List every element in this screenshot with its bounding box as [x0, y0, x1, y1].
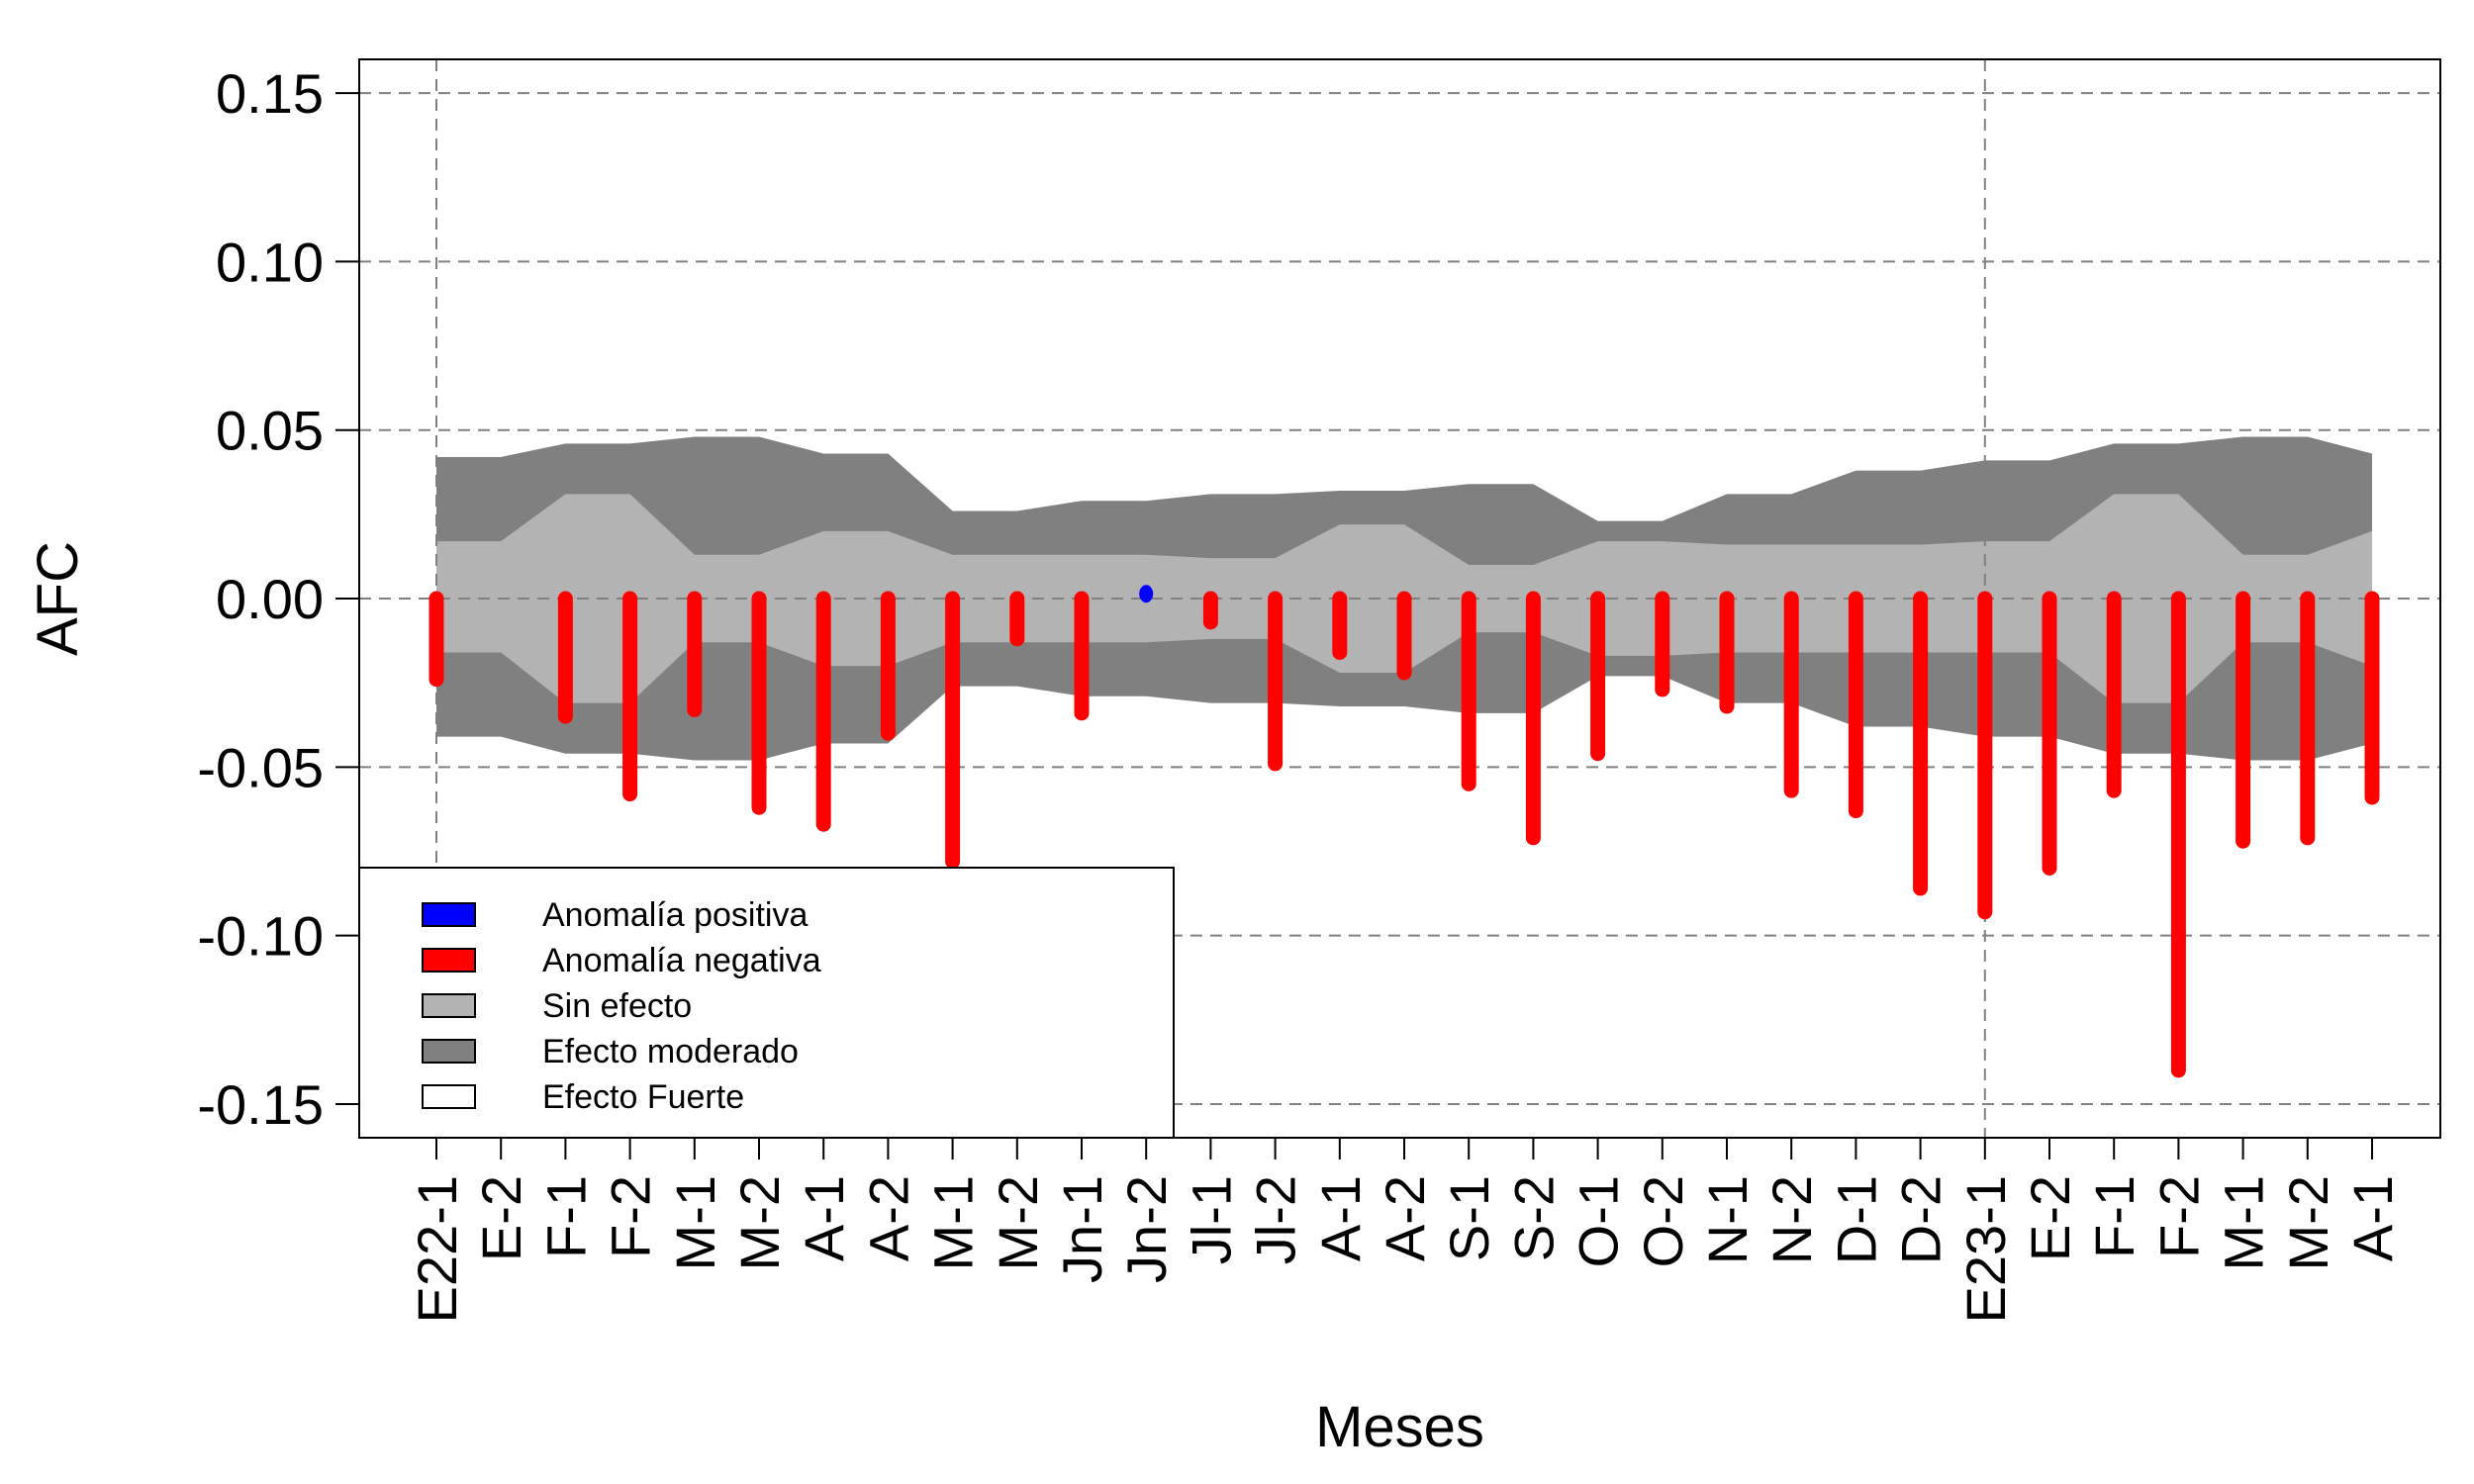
x-tick-label: M-2	[728, 1175, 791, 1270]
x-tick-label: M-2	[987, 1175, 1049, 1270]
x-tick-label: A-1	[2341, 1175, 2404, 1261]
afc-bars	[428, 585, 2380, 1078]
x-tick-label: M-2	[2277, 1175, 2339, 1270]
y-tick-label: 0.00	[216, 568, 324, 630]
x-axis: E22-1 E-2 F-1 F-2 M-1 M-2 A-1 A-2 M-1 M-2 Jn-1 Jn-2…	[406, 1138, 2404, 1323]
x-tick-label: A-1	[1309, 1175, 1372, 1261]
legend-label: Sin efecto	[542, 987, 692, 1025]
y-tick-label: 0.05	[216, 400, 324, 462]
x-tick-label: O-1	[1568, 1175, 1630, 1267]
x-tick-label: Jl-1	[1180, 1175, 1242, 1264]
legend: Anomalía positiva Anomalía negativa Sin ef…	[358, 867, 1175, 1139]
x-tick-label: Jl-2	[1245, 1175, 1307, 1264]
x-tick-label: A-1	[793, 1175, 855, 1261]
x-tick-label: Jn-2	[1115, 1175, 1178, 1283]
x-tick-label: A-2	[857, 1175, 919, 1261]
x-tick-label: O-2	[1632, 1175, 1694, 1267]
x-tick-label: N-1	[1696, 1175, 1759, 1264]
x-tick-label: E-2	[2019, 1175, 2081, 1261]
y-tick-label: -0.15	[197, 1073, 324, 1136]
x-tick-label: F-1	[534, 1175, 597, 1258]
legend-swatch	[422, 1084, 476, 1109]
y-tick-label: 0.10	[216, 231, 324, 293]
y-axis-label: AFC	[26, 541, 90, 656]
x-tick-label: F-1	[2083, 1175, 2145, 1258]
legend-swatch	[422, 993, 476, 1018]
x-tick-label: Jn-1	[1051, 1175, 1113, 1283]
x-tick-label: E22-1	[406, 1175, 468, 1323]
x-tick-label: N-2	[1760, 1175, 1823, 1264]
x-axis-label: Meses	[1315, 1395, 1484, 1459]
legend-swatch	[422, 1039, 476, 1064]
x-tick-label: D-2	[1890, 1175, 1952, 1264]
x-tick-label: E23-1	[1954, 1175, 2017, 1323]
x-tick-label: M-1	[2213, 1175, 2275, 1270]
legend-label: Efecto Fuerte	[542, 1078, 744, 1116]
y-tick-label: 0.15	[216, 62, 324, 125]
legend-box	[358, 867, 1175, 1139]
x-tick-label: E-2	[470, 1175, 532, 1261]
legend-label: Efecto moderado	[542, 1033, 799, 1070]
x-tick-label: M-1	[922, 1175, 985, 1270]
legend-swatch	[422, 948, 476, 973]
x-tick-label: D-1	[1825, 1175, 1887, 1264]
legend-label: Anomalía positiva	[542, 896, 808, 934]
x-tick-label: S-2	[1502, 1175, 1565, 1261]
x-tick-label: F-2	[2147, 1175, 2210, 1258]
legend-swatch	[422, 902, 476, 927]
x-tick-label: A-2	[1374, 1175, 1436, 1261]
legend-label: Anomalía negativa	[542, 942, 821, 979]
y-axis: 0.15 0.10 0.05 0.00 -0.05 -0.10 -0.15	[197, 62, 359, 1136]
afc-point	[1139, 585, 1154, 603]
y-tick-label: -0.10	[197, 905, 324, 968]
x-tick-label: F-2	[600, 1175, 662, 1258]
x-tick-label: M-1	[664, 1175, 726, 1270]
y-tick-label: -0.05	[197, 736, 324, 798]
x-tick-label: S-1	[1438, 1175, 1500, 1261]
